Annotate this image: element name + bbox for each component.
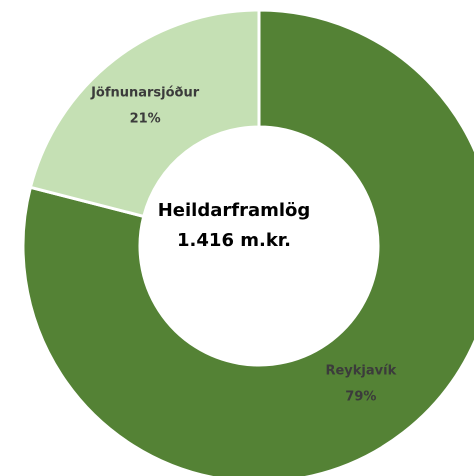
center-text: Heildarframlög	[158, 200, 311, 221]
value-label: 79%	[345, 390, 376, 405]
center-text: 1.416 m.kr.	[177, 230, 291, 251]
segment-label: Reykjavík	[325, 364, 396, 379]
donut-segment	[28, 8, 261, 219]
donut-segment	[21, 8, 474, 476]
value-label: 21%	[130, 111, 161, 126]
segment-label: Jöfnunarsjóður	[90, 85, 200, 100]
